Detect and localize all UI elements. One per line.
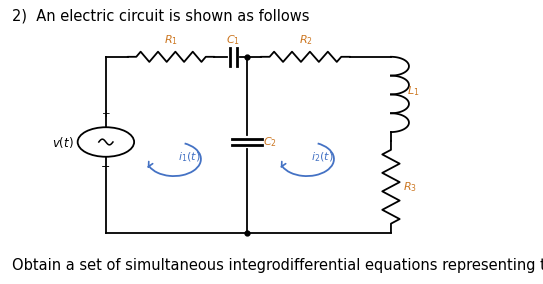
Text: $v(t)$: $v(t)$ — [52, 135, 73, 149]
Text: −: − — [101, 162, 111, 172]
Text: $R_2$: $R_2$ — [299, 33, 312, 47]
Text: $i_1(t)$: $i_1(t)$ — [178, 151, 200, 164]
Text: 2)  An electric circuit is shown as follows: 2) An electric circuit is shown as follo… — [12, 9, 310, 24]
Text: $i_2(t)$: $i_2(t)$ — [311, 151, 333, 164]
Text: +: + — [102, 109, 110, 119]
Text: $L_1$: $L_1$ — [407, 85, 420, 99]
Text: $C_2$: $C_2$ — [263, 135, 277, 149]
Text: Obtain a set of simultaneous integrodifferential equations representing the netw: Obtain a set of simultaneous integrodiff… — [12, 258, 543, 273]
Text: $R_3$: $R_3$ — [403, 180, 417, 194]
Text: $R_1$: $R_1$ — [164, 33, 178, 47]
Text: $C_1$: $C_1$ — [226, 33, 241, 47]
